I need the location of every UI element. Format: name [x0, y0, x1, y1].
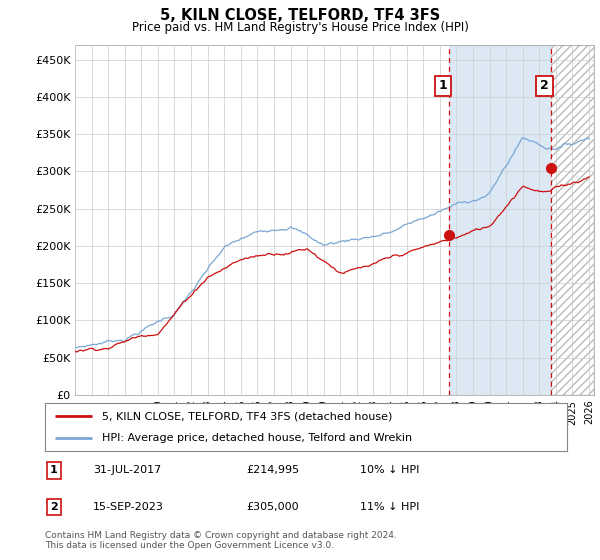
- Text: 1: 1: [439, 80, 447, 92]
- Text: HPI: Average price, detached house, Telford and Wrekin: HPI: Average price, detached house, Telf…: [103, 433, 413, 443]
- Text: 2: 2: [50, 502, 58, 512]
- Text: £214,995: £214,995: [246, 465, 299, 475]
- Bar: [551, 45, 594, 395]
- Text: 31-JUL-2017: 31-JUL-2017: [93, 465, 161, 475]
- Text: 5, KILN CLOSE, TELFORD, TF4 3FS (detached house): 5, KILN CLOSE, TELFORD, TF4 3FS (detache…: [103, 411, 393, 421]
- Text: Price paid vs. HM Land Registry's House Price Index (HPI): Price paid vs. HM Land Registry's House …: [131, 21, 469, 34]
- Text: 2: 2: [540, 80, 549, 92]
- Bar: [551, 45, 594, 395]
- Text: 1: 1: [50, 465, 58, 475]
- Text: 10% ↓ HPI: 10% ↓ HPI: [360, 465, 419, 475]
- Text: £305,000: £305,000: [246, 502, 299, 512]
- Text: 15-SEP-2023: 15-SEP-2023: [93, 502, 164, 512]
- Text: 5, KILN CLOSE, TELFORD, TF4 3FS: 5, KILN CLOSE, TELFORD, TF4 3FS: [160, 8, 440, 24]
- Text: Contains HM Land Registry data © Crown copyright and database right 2024.
This d: Contains HM Land Registry data © Crown c…: [45, 531, 397, 550]
- Text: 11% ↓ HPI: 11% ↓ HPI: [360, 502, 419, 512]
- Bar: [449, 45, 551, 395]
